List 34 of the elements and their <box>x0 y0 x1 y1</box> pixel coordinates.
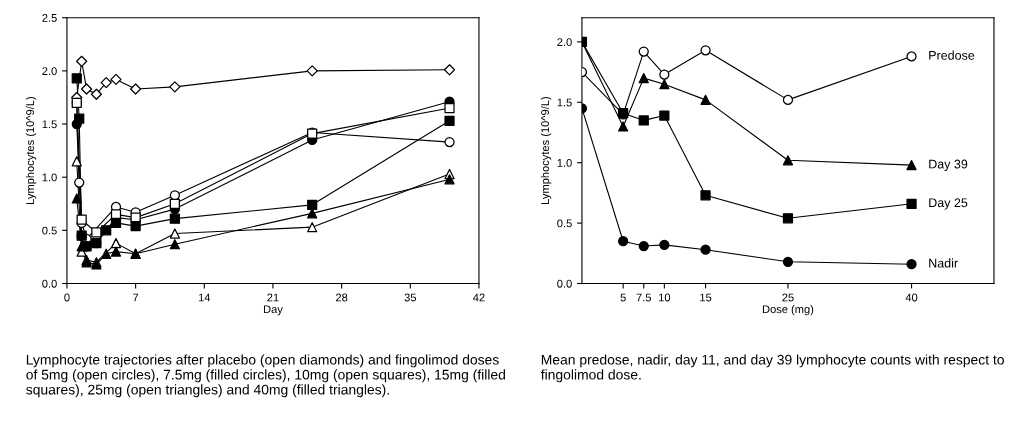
y-axis-title: Lymphocytes (10^9/L) <box>25 97 37 204</box>
x-axis-title: Day <box>263 305 283 316</box>
x-tick-label: 42 <box>473 293 485 302</box>
x-tick-label: 25 <box>782 293 794 302</box>
y-tick-label: 0.5 <box>557 219 572 228</box>
y-tick-label: 0.0 <box>557 279 572 288</box>
x-tick-label: 40 <box>905 293 918 302</box>
x-axis-title: Dose (mg) <box>762 304 814 316</box>
y-tick-label: 1.0 <box>557 158 572 167</box>
series-label: Predose <box>929 50 975 60</box>
y-tick-label: 1.0 <box>42 173 57 182</box>
y-tick-label: 2.0 <box>42 67 57 76</box>
x-tick-label: 15 <box>700 293 712 302</box>
y-tick-label: 2.5 <box>42 13 57 22</box>
y-tick-label: 0.0 <box>42 279 57 288</box>
series-label: Nadir <box>929 258 958 268</box>
x-tick-label: 7.5 <box>636 293 652 302</box>
x-tick-label: 5 <box>620 293 626 302</box>
series-label: Day 39 <box>929 159 968 171</box>
x-tick-label: 10 <box>659 293 671 302</box>
y-tick-label: 0.5 <box>42 226 57 235</box>
x-tick-label: 35 <box>404 293 416 302</box>
y-tick-label: 1.5 <box>42 120 57 129</box>
x-tick-label: 14 <box>198 293 211 302</box>
series-label: Day 25 <box>929 198 968 210</box>
y-axis-title: Lymphocytes (10^9/L) <box>540 97 552 204</box>
x-tick-label: 7 <box>133 293 139 302</box>
x-tick-label: 0 <box>64 293 70 302</box>
x-tick-label: 28 <box>336 293 348 302</box>
text: Lymphocyte trajectories after placebo (open diamonds) and fingolimod doses of 5mg (open circles), 7.5mg (filled circles), 10mg (open squares), 15mg (filled squares), 25mg (open triangles) and 40mg (filled triangles). <box>26 354 505 398</box>
x-tick-label: 21 <box>267 293 279 302</box>
y-tick-label: 2.0 <box>557 38 572 47</box>
y-tick-label: 1.5 <box>557 98 572 107</box>
text: Mean predose, nadir, day 11, and day 39 lymphocyte counts with respect to fingolimod dose. <box>540 354 1004 383</box>
